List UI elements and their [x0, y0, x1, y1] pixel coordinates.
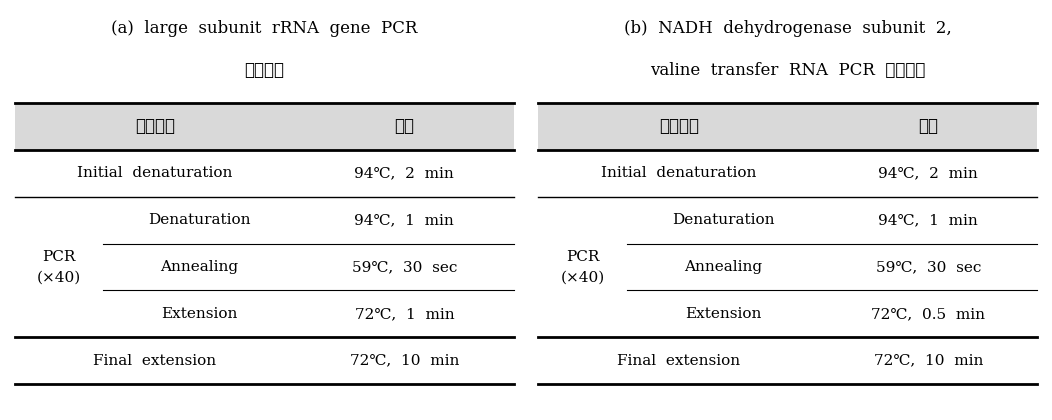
Text: Initial  denaturation: Initial denaturation — [77, 166, 232, 180]
Text: 72℃,  10  min: 72℃, 10 min — [873, 354, 983, 368]
Text: PCR
(×40): PCR (×40) — [37, 250, 81, 284]
Text: 59℃,  30  sec: 59℃, 30 sec — [875, 260, 980, 274]
Text: 조건: 조건 — [394, 118, 414, 135]
Text: 59℃,  30  sec: 59℃, 30 sec — [351, 260, 457, 274]
Text: 94℃,  2  min: 94℃, 2 min — [878, 166, 978, 180]
Text: Denaturation: Denaturation — [148, 213, 250, 227]
Text: Denaturation: Denaturation — [672, 213, 774, 227]
Text: 72℃,  0.5  min: 72℃, 0.5 min — [871, 307, 986, 321]
Text: 94℃,  2  min: 94℃, 2 min — [355, 166, 454, 180]
Text: 반응단계: 반응단계 — [135, 118, 175, 135]
Text: 94℃,  1  min: 94℃, 1 min — [355, 213, 454, 227]
Bar — [539, 103, 1037, 150]
Text: 72℃,  10  min: 72℃, 10 min — [349, 354, 459, 368]
Text: 72℃,  1  min: 72℃, 1 min — [355, 307, 454, 321]
Text: Initial  denaturation: Initial denaturation — [601, 166, 756, 180]
Text: Annealing: Annealing — [684, 260, 762, 274]
Text: Extension: Extension — [161, 307, 238, 321]
Text: (a)  large  subunit  rRNA  gene  PCR: (a) large subunit rRNA gene PCR — [110, 20, 418, 37]
Text: 94℃,  1  min: 94℃, 1 min — [878, 213, 978, 227]
Text: 반응단계: 반응단계 — [659, 118, 699, 135]
Text: valine  transfer  RNA  PCR  반응조건: valine transfer RNA PCR 반응조건 — [650, 62, 926, 79]
Text: Final  extension: Final extension — [618, 354, 741, 368]
Text: PCR
(×40): PCR (×40) — [561, 250, 605, 284]
Text: Extension: Extension — [685, 307, 762, 321]
Text: Annealing: Annealing — [160, 260, 238, 274]
Text: Final  extension: Final extension — [94, 354, 217, 368]
Bar — [15, 103, 513, 150]
Text: 반응조건: 반응조건 — [244, 62, 284, 79]
Text: (b)  NADH  dehydrogenase  subunit  2,: (b) NADH dehydrogenase subunit 2, — [624, 20, 952, 37]
Text: 조건: 조건 — [918, 118, 938, 135]
